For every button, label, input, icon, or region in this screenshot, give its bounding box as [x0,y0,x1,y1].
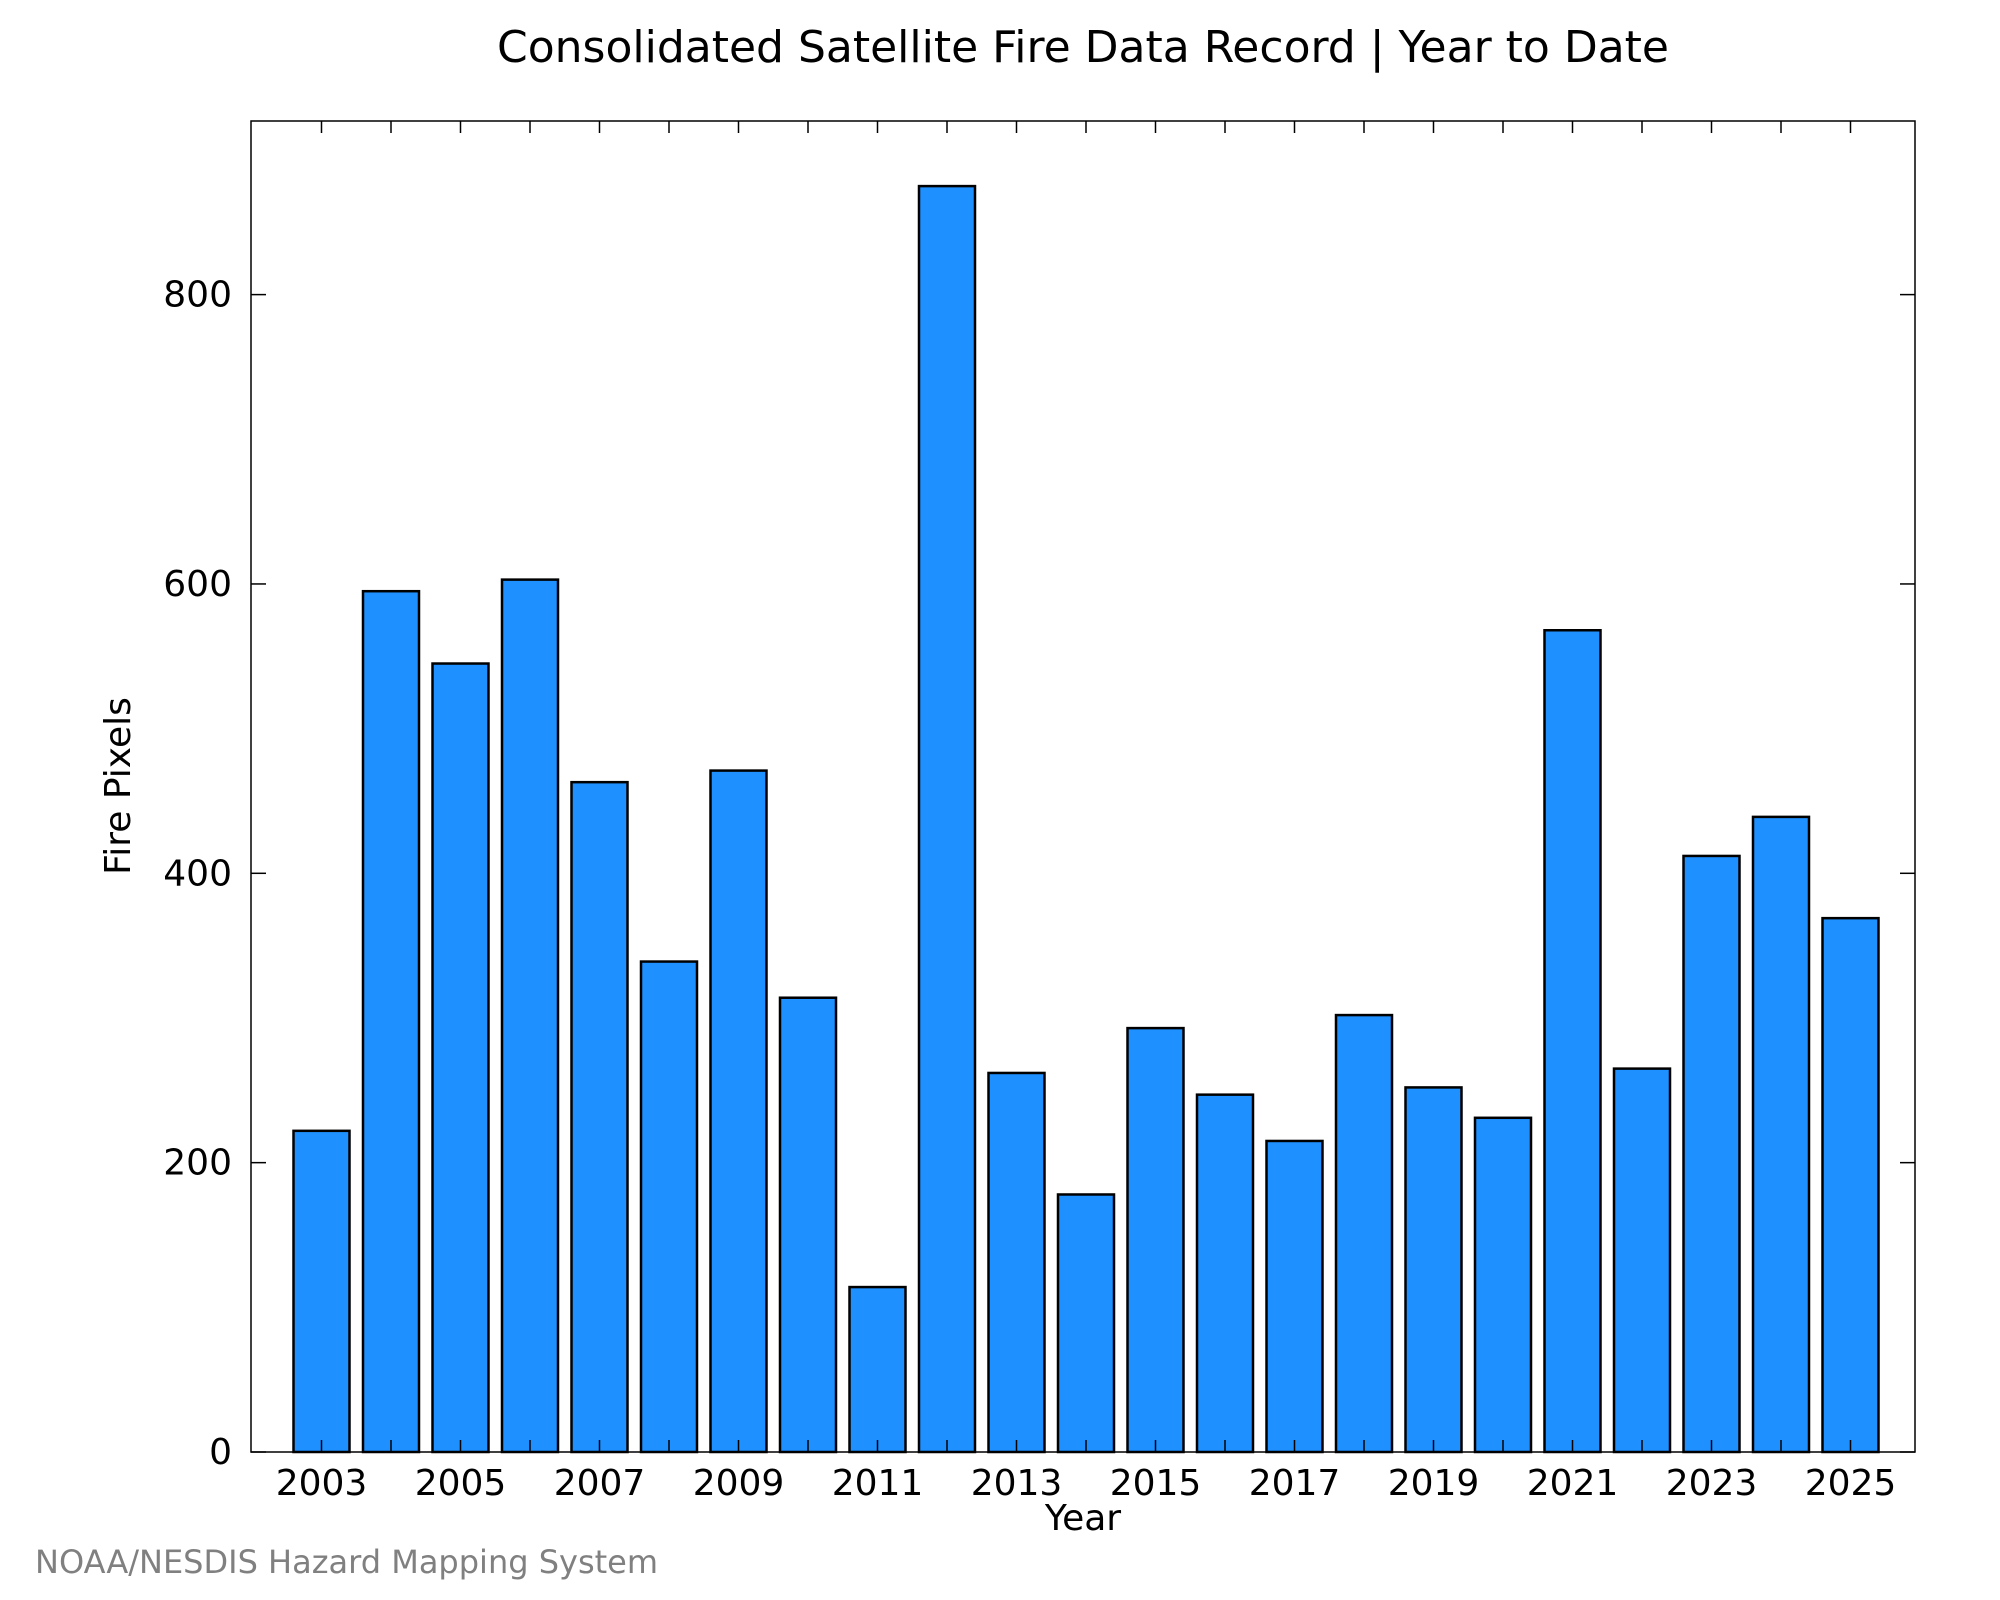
chart-title: Consolidated Satellite Fire Data Record … [497,22,1669,73]
bar-2023 [1682,854,1741,1454]
bar-2024 [1751,815,1811,1454]
y-axis-ticks: 0 200 400 600 800 [163,275,1915,1473]
x-tick-label-2025: 2025 [1805,1463,1897,1504]
bar-2013 [987,1071,1046,1454]
x-tick-label-2023: 2023 [1666,1463,1758,1504]
x-tick-label-2013: 2013 [971,1463,1063,1504]
bar-2020 [1473,1116,1533,1454]
credit-text: NOAA/NESDIS Hazard Mapping System [35,1543,658,1581]
bar-2025 [1821,916,1880,1454]
bar-2018 [1334,1013,1394,1454]
bar-2019 [1404,1086,1463,1454]
x-tick-label-2019: 2019 [1388,1463,1480,1504]
x-tick-label-2005: 2005 [415,1463,507,1504]
bar-2007 [570,780,629,1454]
x-tick-label-2003: 2003 [276,1463,368,1504]
bar-2008 [639,960,699,1454]
y-tick-label-0: 0 [209,1432,232,1473]
y-tick-label-200: 200 [163,1143,232,1184]
y-axis-label: Fire Pixels [98,697,139,875]
bars-group [292,184,1880,1454]
bar-2014 [1056,1193,1116,1454]
bar-2016 [1195,1093,1255,1454]
x-tick-label-2011: 2011 [832,1463,924,1504]
y-tick-label-600: 600 [163,564,232,605]
bar-2010 [778,996,838,1454]
x-tick-label-2017: 2017 [1249,1463,1341,1504]
x-axis-label: Year [1044,1498,1121,1539]
bar-2015 [1126,1026,1185,1454]
x-tick-label-2007: 2007 [554,1463,646,1504]
bar-2017 [1265,1139,1324,1454]
bar-2022 [1612,1067,1672,1454]
x-axis-ticks: 2003 2005 2007 2009 2011 2013 2015 2017 2019 2021… [276,121,1897,1504]
bar-2006 [500,578,560,1454]
x-tick-label-2015: 2015 [1110,1463,1202,1504]
bar-2004 [361,589,421,1454]
bar-2021 [1543,629,1602,1454]
y-tick-label-400: 400 [163,853,232,894]
bar-2003 [292,1129,351,1454]
x-tick-label-2009: 2009 [693,1463,785,1504]
bar-2005 [431,662,490,1454]
x-tick-label-2021: 2021 [1527,1463,1619,1504]
bar-2012 [917,184,977,1454]
y-tick-label-800: 800 [163,275,232,316]
bar-2011 [848,1285,907,1454]
bar-2009 [709,769,768,1454]
